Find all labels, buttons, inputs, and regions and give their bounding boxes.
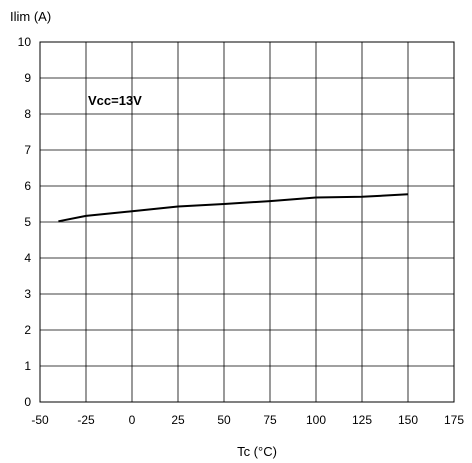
x-tick-label: 50	[217, 413, 231, 427]
y-tick-label: 0	[24, 395, 31, 409]
x-tick-label: 150	[398, 413, 418, 427]
y-tick-label: 4	[24, 251, 31, 265]
y-tick-label: 1	[24, 359, 31, 373]
x-tick-label: 175	[444, 413, 464, 427]
series-group	[58, 193, 409, 223]
y-axis-title: Ilim (A)	[10, 9, 51, 24]
plot-frame	[39, 41, 455, 403]
x-tick-label: 75	[263, 413, 277, 427]
x-tick-label: 0	[129, 413, 136, 427]
y-tick-label: 5	[24, 215, 31, 229]
y-tick-label: 10	[18, 35, 32, 49]
x-tick-label: 25	[171, 413, 185, 427]
x-tick-labels: -50 -25 0 25 50 75 100 125 150 175	[31, 413, 464, 427]
y-tick-labels: 0 1 2 3 4 5 6 7 8 9 10	[18, 35, 32, 409]
x-axis-title: Tc (°C)	[237, 444, 277, 459]
x-tick-label: -50	[31, 413, 49, 427]
x-tick-label: 100	[306, 413, 326, 427]
x-tick-label: -25	[77, 413, 95, 427]
y-tick-label: 2	[24, 323, 31, 337]
x-tick-label: 125	[352, 413, 372, 427]
y-tick-label: 9	[24, 71, 31, 85]
y-tick-label: 3	[24, 287, 31, 301]
y-tick-label: 7	[24, 143, 31, 157]
y-tick-label: 8	[24, 107, 31, 121]
series-line	[58, 193, 409, 223]
y-tick-label: 6	[24, 179, 31, 193]
condition-annotation: Vcc=13V	[88, 93, 142, 108]
